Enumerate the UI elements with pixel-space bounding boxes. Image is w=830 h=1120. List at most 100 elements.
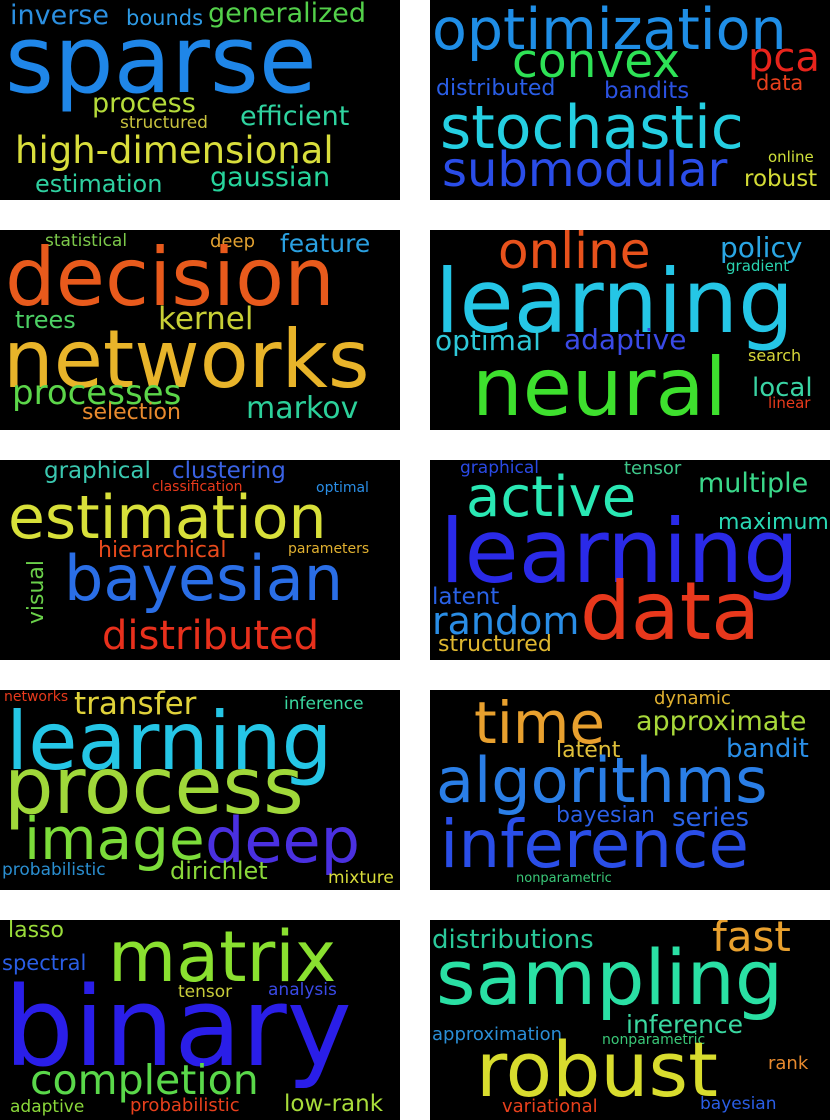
- word: gradient: [726, 257, 790, 275]
- word: learning: [435, 250, 795, 353]
- word: sparse: [5, 6, 317, 115]
- word: feature: [280, 230, 371, 258]
- word: dynamic: [654, 690, 731, 709]
- word-cloud-4: online policy gradient learning optimal …: [430, 230, 830, 430]
- word-cloud-8: dynamic time approximate latent bandit a…: [430, 690, 830, 890]
- word: variational: [502, 1096, 598, 1117]
- word-cloud-3: statistical deep feature decision trees …: [0, 230, 400, 430]
- word: tensor: [624, 460, 682, 479]
- word: low-rank: [284, 1091, 384, 1117]
- word: pca: [748, 35, 820, 81]
- word: bandit: [726, 734, 809, 764]
- word: nonparametric: [516, 871, 612, 886]
- word: robust: [744, 166, 818, 192]
- word: structured: [438, 632, 552, 657]
- word: latent: [556, 738, 621, 763]
- word: networks: [3, 313, 370, 406]
- word: dirichlet: [170, 857, 268, 885]
- word: inference: [440, 806, 750, 883]
- word: kernel: [158, 301, 254, 337]
- word: bayesian: [64, 542, 343, 615]
- word: learning: [440, 500, 800, 603]
- word: lasso: [8, 920, 64, 943]
- word: mixture: [328, 868, 394, 888]
- word: local: [752, 373, 813, 403]
- word-cloud-9: lasso matrix spectral tensor analysis bi…: [0, 920, 400, 1120]
- word: online: [768, 148, 814, 166]
- word-cloud-5: graphical clustering classification opti…: [0, 460, 400, 660]
- word: multiple: [698, 468, 809, 499]
- word: selection: [82, 400, 181, 425]
- word: neural: [472, 341, 727, 430]
- word: binary: [4, 963, 352, 1091]
- word: policy: [720, 231, 803, 264]
- word: distributions: [432, 925, 594, 955]
- word: generalized: [208, 0, 367, 29]
- word: adaptive: [564, 323, 687, 356]
- word: series: [672, 803, 749, 833]
- word: inverse: [10, 0, 109, 31]
- word: completion: [30, 1056, 259, 1104]
- word: graphical: [460, 460, 539, 478]
- word: bounds: [126, 6, 204, 30]
- word: robust: [476, 1025, 718, 1114]
- word: time: [474, 690, 606, 757]
- word: optimal: [435, 324, 541, 357]
- word: active: [466, 465, 637, 530]
- word: inference: [626, 1010, 744, 1039]
- word: random: [432, 599, 580, 643]
- word: data: [756, 71, 804, 95]
- word: fast: [712, 920, 791, 961]
- word: gaussian: [210, 162, 331, 193]
- word: analysis: [268, 980, 337, 1000]
- word: algorithms: [436, 744, 768, 817]
- word: approximate: [636, 706, 807, 737]
- word: statistical: [45, 231, 128, 251]
- word: bandits: [604, 78, 690, 104]
- word-cloud-6: graphical tensor active multiple maximum…: [430, 460, 830, 660]
- word: clustering: [172, 460, 286, 484]
- word: matrix: [108, 920, 337, 998]
- word-cloud-10: distributions fast sampling approximatio…: [430, 920, 830, 1120]
- word: learning: [6, 695, 333, 788]
- word: markov: [246, 391, 359, 426]
- word: estimation: [8, 483, 327, 553]
- word: graphical: [44, 460, 151, 484]
- word: estimation: [35, 170, 163, 198]
- word: optimization: [432, 0, 787, 63]
- word: process: [92, 88, 196, 119]
- word: stochastic: [440, 93, 744, 163]
- word: spectral: [2, 951, 87, 975]
- word: process: [4, 742, 304, 832]
- word: visual: [24, 560, 49, 625]
- word: high-dimensional: [15, 129, 334, 172]
- word: convex: [512, 34, 681, 89]
- word: data: [580, 565, 761, 658]
- word: deep: [210, 231, 255, 252]
- word: bayesian: [556, 803, 655, 828]
- word: efficient: [240, 101, 350, 132]
- word: bayesian: [700, 1094, 777, 1114]
- word: optimal: [316, 480, 369, 496]
- word: submodular: [442, 142, 728, 198]
- word: adaptive: [10, 1097, 85, 1117]
- word: probabilistic: [130, 1095, 240, 1116]
- word: decision: [5, 231, 335, 324]
- word: parameters: [288, 541, 370, 557]
- word: search: [748, 346, 802, 365]
- word: processes: [12, 373, 182, 413]
- word-cloud-7: networks transfer inference learning pro…: [0, 690, 400, 890]
- word: classification: [152, 479, 243, 495]
- word: approximation: [432, 1024, 563, 1045]
- word-cloud-1: inverse bounds generalized sparse proces…: [0, 0, 400, 200]
- word: transfer: [74, 690, 197, 722]
- word: rank: [768, 1053, 809, 1074]
- word: hierarchical: [98, 538, 227, 563]
- word: sampling: [436, 933, 784, 1022]
- word: probabilistic: [2, 860, 106, 880]
- word: structured: [120, 113, 208, 133]
- word: deep: [205, 804, 360, 877]
- word: networks: [4, 690, 69, 705]
- word: latent: [432, 584, 500, 610]
- word: maximum: [718, 510, 829, 535]
